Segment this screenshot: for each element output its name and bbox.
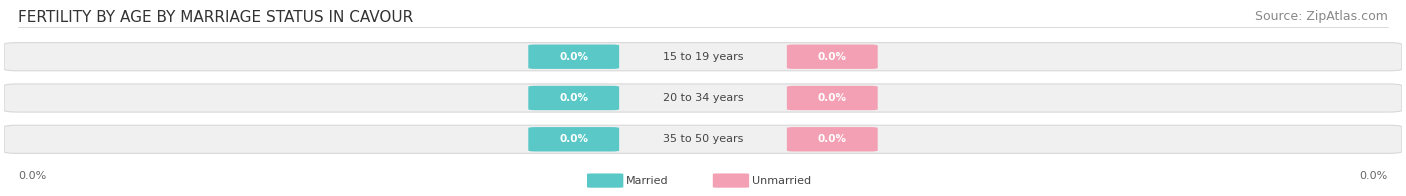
Text: 0.0%: 0.0% — [818, 134, 846, 144]
Text: Source: ZipAtlas.com: Source: ZipAtlas.com — [1256, 10, 1388, 23]
Text: 0.0%: 0.0% — [560, 134, 588, 144]
FancyBboxPatch shape — [4, 125, 1402, 153]
FancyBboxPatch shape — [4, 43, 1402, 71]
FancyBboxPatch shape — [586, 173, 623, 188]
Text: 0.0%: 0.0% — [560, 52, 588, 62]
Text: 0.0%: 0.0% — [1360, 171, 1388, 181]
FancyBboxPatch shape — [529, 127, 619, 152]
FancyBboxPatch shape — [787, 44, 877, 69]
FancyBboxPatch shape — [787, 86, 877, 110]
FancyBboxPatch shape — [529, 86, 619, 110]
Text: 0.0%: 0.0% — [818, 93, 846, 103]
Text: 20 to 34 years: 20 to 34 years — [662, 93, 744, 103]
Text: 35 to 50 years: 35 to 50 years — [662, 134, 744, 144]
Text: Unmarried: Unmarried — [752, 176, 811, 186]
Text: Married: Married — [626, 176, 669, 186]
Text: 15 to 19 years: 15 to 19 years — [662, 52, 744, 62]
FancyBboxPatch shape — [4, 84, 1402, 112]
FancyBboxPatch shape — [787, 127, 877, 152]
Text: 0.0%: 0.0% — [560, 93, 588, 103]
Text: 0.0%: 0.0% — [818, 52, 846, 62]
Text: 0.0%: 0.0% — [18, 171, 46, 181]
FancyBboxPatch shape — [529, 44, 619, 69]
FancyBboxPatch shape — [713, 173, 749, 188]
Text: FERTILITY BY AGE BY MARRIAGE STATUS IN CAVOUR: FERTILITY BY AGE BY MARRIAGE STATUS IN C… — [18, 10, 413, 25]
